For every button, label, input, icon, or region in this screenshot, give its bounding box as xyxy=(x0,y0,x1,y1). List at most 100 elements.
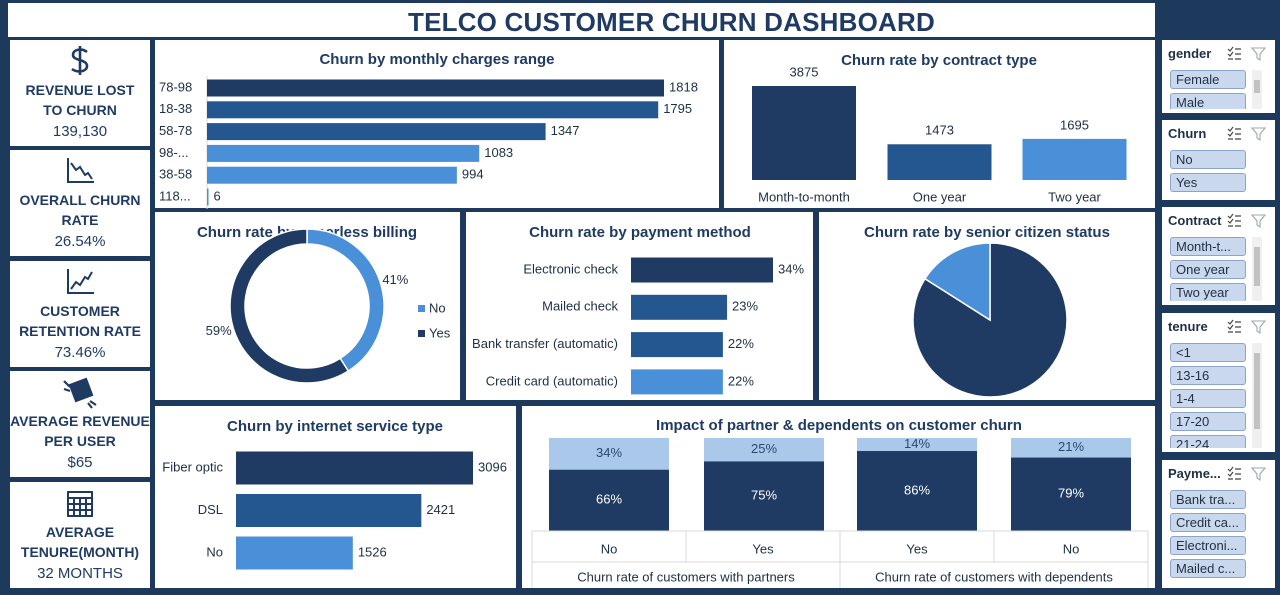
bar xyxy=(207,188,209,206)
kpi-card: REVENUE LOST TO CHURN 139,130 xyxy=(10,40,150,146)
slicer-item[interactable]: Yes xyxy=(1170,173,1246,192)
chart-title: Churn by monthly charges range xyxy=(319,51,554,68)
dashboard-title: TELCO CUSTOMER CHURN DASHBOARD xyxy=(408,7,935,37)
category-label: Bank transfer (automatic) xyxy=(472,336,618,351)
slicer-item[interactable]: One year xyxy=(1170,260,1246,279)
value-label: 1818 xyxy=(669,79,698,94)
slicer: Payme... Bank tra... Credit ca... Electroni… xyxy=(1162,460,1275,588)
slicer-item[interactable]: Mailed c... xyxy=(1170,559,1246,578)
chart-title: Churn rate by payment method xyxy=(529,224,751,241)
slicer-item[interactable]: 21-24 xyxy=(1170,435,1246,448)
clear-filter-icon xyxy=(1250,214,1267,229)
value-label: 21% xyxy=(1058,439,1084,454)
slicer-item[interactable]: Bank tra... xyxy=(1170,490,1246,509)
chart-title: Churn rate by senior citizen status xyxy=(864,224,1110,241)
bar xyxy=(236,536,353,570)
chart-title: Impact of partner & dependents on custom… xyxy=(656,417,1022,434)
icon xyxy=(71,46,89,75)
legend-swatch xyxy=(418,305,425,312)
multi-select-icon xyxy=(1227,126,1241,140)
scroll-thumb[interactable] xyxy=(1254,80,1260,94)
category-label: Two year xyxy=(1048,189,1101,204)
slicer-list: Female Male xyxy=(1170,70,1250,109)
bar-segment xyxy=(549,469,669,531)
kpi-icon xyxy=(67,491,93,517)
slice xyxy=(923,242,991,322)
bar xyxy=(207,144,480,162)
value-label: 25% xyxy=(751,441,777,456)
multi-select-icon xyxy=(1227,319,1241,333)
slicer-item[interactable]: Female xyxy=(1170,70,1246,89)
value-label: 1347 xyxy=(551,123,580,138)
clear-filter-icon xyxy=(1250,467,1267,482)
scroll-thumb[interactable] xyxy=(1254,247,1260,287)
bar xyxy=(631,257,773,283)
slicer-icons[interactable] xyxy=(1226,319,1268,335)
value-label: 22% xyxy=(728,373,754,388)
scrollbar xyxy=(1252,70,1262,109)
slicer-icons[interactable] xyxy=(1226,46,1268,62)
bar xyxy=(207,166,457,184)
bar-segment xyxy=(857,451,977,531)
multi-select-icon xyxy=(1227,213,1241,227)
bar xyxy=(752,86,856,180)
slicer-item[interactable]: Male xyxy=(1170,93,1246,109)
slicer-item[interactable]: Two year xyxy=(1170,283,1246,301)
slicer-icons[interactable] xyxy=(1226,213,1268,229)
category-label: No xyxy=(601,541,618,556)
slice xyxy=(229,228,350,384)
value-label: 1695 xyxy=(1060,117,1089,132)
slicer-icons[interactable] xyxy=(1226,466,1268,482)
kpi-label: OVERALL CHURN RATE xyxy=(19,192,141,228)
slicer-item[interactable]: <1 xyxy=(1170,343,1246,362)
icon xyxy=(67,491,93,517)
bar-segment xyxy=(704,461,824,531)
kpi-card: OVERALL CHURN RATE 26.54% xyxy=(10,150,150,256)
category-label: Yes xyxy=(752,541,774,556)
kpi-label: AVERAGE TENURE(MONTH) xyxy=(20,524,140,560)
category-label: Mailed check xyxy=(542,299,618,314)
slicer-item[interactable]: 13-16 xyxy=(1170,366,1246,385)
slicer: tenure <1 13-16 1-4 17-20 21-24 xyxy=(1162,313,1275,452)
icon xyxy=(67,158,94,183)
icon xyxy=(63,377,97,409)
value-label: 1795 xyxy=(663,101,692,116)
bar-segment xyxy=(1011,438,1131,458)
bar-segment xyxy=(704,438,824,462)
value-label: 1473 xyxy=(925,123,954,138)
kpi-icon xyxy=(71,46,89,75)
bar xyxy=(207,123,546,141)
slicer-item[interactable]: 17-20 xyxy=(1170,412,1246,431)
slicer-item[interactable]: Month-t... xyxy=(1170,237,1246,256)
slicer-item[interactable]: No xyxy=(1170,150,1246,169)
legend-swatch xyxy=(418,330,425,337)
slicer-item[interactable]: 1-4 xyxy=(1170,389,1246,408)
bar xyxy=(236,494,422,527)
kpi-value: 26.54% xyxy=(54,233,106,250)
kpi-label: AVERAGE REVENUE PER USER xyxy=(10,413,150,449)
bar xyxy=(236,451,473,485)
slicer-title: tenure xyxy=(1168,319,1208,334)
icon xyxy=(67,269,94,294)
clear-filter-icon xyxy=(1250,127,1267,142)
bar-segment xyxy=(549,438,669,470)
bar xyxy=(1022,138,1127,180)
slicer-title: Payme... xyxy=(1168,466,1221,481)
bar-segment xyxy=(857,438,977,452)
category-label: 118... xyxy=(159,188,191,203)
slicer: Contract Month-t... One year Two year xyxy=(1162,207,1275,305)
kpi-card: AVERAGE REVENUE PER USER $65 xyxy=(10,371,150,477)
value-label: 86% xyxy=(904,482,930,497)
slicer: gender Female Male xyxy=(1162,40,1275,113)
slicer-title: Contract xyxy=(1168,213,1222,228)
slicer-icons[interactable] xyxy=(1226,126,1268,142)
category-label: Month-to-month xyxy=(758,189,850,204)
category-label: Fiber optic xyxy=(162,459,223,474)
category-label: 78-98 xyxy=(159,79,192,94)
clear-filter-icon xyxy=(1250,47,1267,62)
slicer-item[interactable]: Electroni... xyxy=(1170,536,1246,555)
slicer-item[interactable]: Credit ca... xyxy=(1170,513,1246,532)
scroll-thumb[interactable] xyxy=(1254,353,1260,429)
slicer-list: <1 13-16 1-4 17-20 21-24 xyxy=(1170,343,1250,448)
